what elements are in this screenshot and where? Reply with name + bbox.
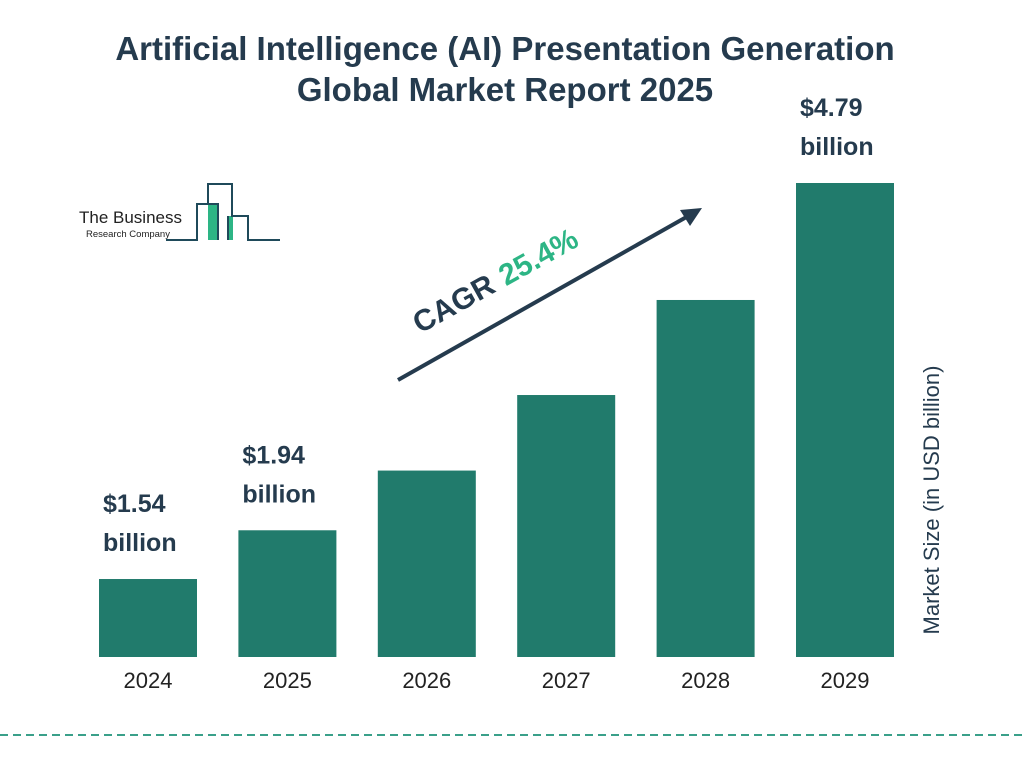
chart-title: Artificial Intelligence (AI) Presentatio…: [0, 28, 1010, 110]
x-tick-label: 2027: [542, 668, 591, 693]
logo-text-1: The Business: [79, 208, 182, 227]
x-tick-label: 2028: [681, 668, 730, 693]
bar-2026: [377, 470, 476, 657]
cagr-arrow-head: [680, 208, 702, 226]
data-label-unit: billion: [800, 133, 874, 161]
data-label-unit: billion: [242, 480, 316, 508]
x-tick-label: 2026: [402, 668, 451, 693]
data-label-unit: billion: [103, 529, 177, 557]
bar-2028: [656, 299, 755, 657]
logo-text-2: Research Company: [86, 229, 170, 240]
bar-2029: [796, 183, 894, 657]
title-line-1: Artificial Intelligence (AI) Presentatio…: [115, 30, 895, 67]
bar-2027: [517, 395, 616, 657]
data-label-value: $1.94: [242, 441, 305, 469]
cagr-annotation: CAGR25.4%: [397, 208, 702, 382]
bar-2025: [238, 530, 337, 657]
x-tick-label: 2024: [124, 668, 173, 693]
data-label-value: $1.54: [103, 490, 166, 518]
logo: The Business Research Company: [79, 183, 280, 241]
x-tick-label: 2029: [821, 668, 870, 693]
title-line-2: Global Market Report 2025: [296, 71, 714, 108]
y-axis-label: Market Size (in USD billion): [919, 365, 944, 635]
x-tick-label: 2025: [263, 668, 312, 693]
bar-2024: [99, 579, 197, 657]
data-label-value: $4.79: [800, 94, 863, 122]
cagr-arrow-line: [397, 213, 691, 382]
svg-text:CAGR25.4%: CAGR25.4%: [407, 222, 583, 340]
